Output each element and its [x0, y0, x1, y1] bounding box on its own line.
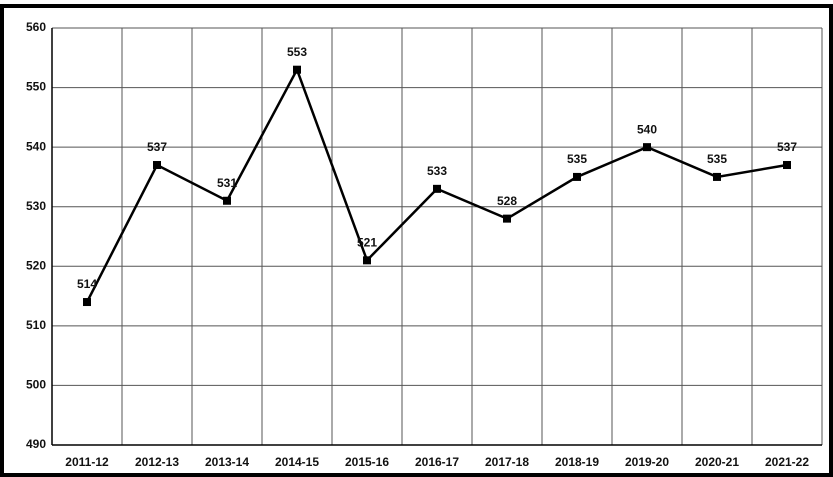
x-tick-label: 2015-16 [345, 455, 389, 469]
x-tick-label: 2016-17 [415, 455, 459, 469]
x-tick-label: 2020-21 [695, 455, 739, 469]
data-marker [503, 214, 511, 223]
data-label: 535 [567, 152, 587, 166]
data-marker [223, 196, 231, 205]
data-marker [293, 65, 301, 74]
y-tick-label: 490 [26, 437, 46, 451]
data-marker [153, 161, 161, 170]
data-label: 528 [497, 194, 517, 208]
y-tick-label: 560 [26, 20, 46, 34]
data-label: 540 [637, 122, 657, 136]
y-tick-label: 520 [26, 258, 46, 272]
x-tick-label: 2011-12 [65, 455, 109, 469]
data-marker [643, 143, 651, 152]
x-tick-label: 2017-18 [485, 455, 529, 469]
x-tick-label: 2012-13 [135, 455, 179, 469]
data-marker [573, 172, 581, 181]
data-label: 537 [777, 140, 797, 154]
data-label: 553 [287, 45, 307, 59]
data-marker [83, 298, 91, 307]
x-tick-label: 2014-15 [275, 455, 319, 469]
y-tick-label: 540 [26, 139, 46, 153]
data-label: 535 [707, 152, 727, 166]
y-tick-label: 500 [26, 378, 46, 392]
y-tick-label: 510 [26, 318, 46, 332]
data-marker [433, 184, 441, 193]
y-tick-label: 550 [26, 80, 46, 94]
data-marker [783, 161, 791, 170]
data-label: 521 [357, 236, 377, 250]
x-tick-label: 2013-14 [205, 455, 249, 469]
chart-frame [0, 4, 833, 477]
x-tick-label: 2019-20 [625, 455, 669, 469]
data-marker [363, 256, 371, 265]
x-tick-label: 2018-19 [555, 455, 599, 469]
x-tick-label: 2021-22 [765, 455, 809, 469]
data-label: 537 [147, 140, 167, 154]
data-marker [713, 172, 721, 181]
y-tick-label: 530 [26, 199, 46, 213]
data-label: 514 [77, 277, 97, 291]
data-label: 533 [427, 164, 447, 178]
data-label: 531 [217, 176, 237, 190]
